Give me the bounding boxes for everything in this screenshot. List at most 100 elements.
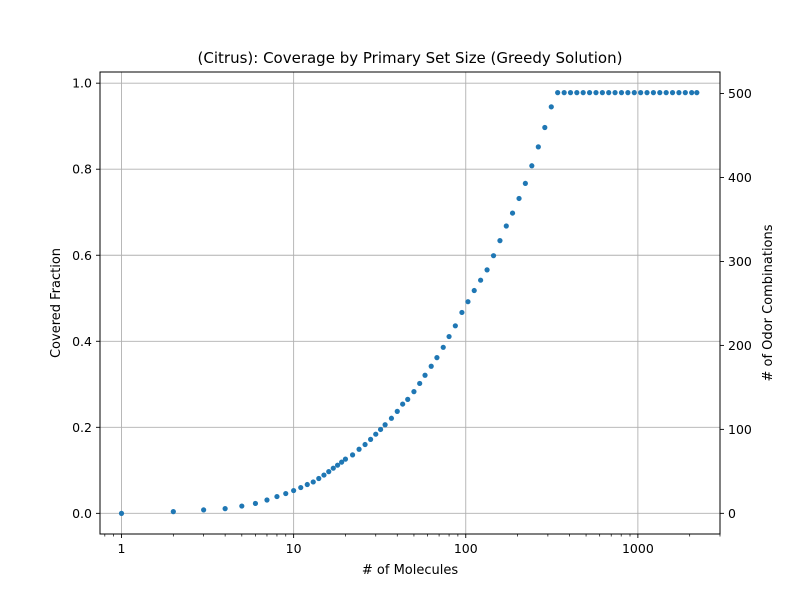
data-point xyxy=(222,506,228,512)
data-point xyxy=(490,253,497,259)
data-point xyxy=(342,456,349,462)
data-point xyxy=(362,441,368,448)
data-point xyxy=(631,90,637,96)
data-point xyxy=(478,277,484,283)
data-point xyxy=(252,500,259,507)
data-point xyxy=(561,90,567,96)
data-point xyxy=(529,163,535,169)
data-point xyxy=(339,459,345,465)
x-tick-label: 100 xyxy=(454,541,478,556)
data-point xyxy=(542,124,548,131)
data-point xyxy=(434,355,440,361)
data-point xyxy=(417,380,423,387)
data-point xyxy=(509,210,516,216)
data-point xyxy=(650,90,657,96)
data-point xyxy=(321,472,327,478)
x-axis-label: # of Molecules xyxy=(362,563,458,578)
y2-tick-label: 400 xyxy=(728,170,752,185)
data-point xyxy=(618,90,625,96)
data-point xyxy=(682,90,688,96)
y2-axis-label: # of Odor Combinations xyxy=(761,224,776,381)
data-point xyxy=(574,90,580,96)
data-point xyxy=(274,493,280,500)
data-point xyxy=(400,401,406,407)
data-point xyxy=(516,195,522,202)
y2-tick-label: 200 xyxy=(728,338,752,353)
data-point xyxy=(555,90,561,96)
data-point xyxy=(356,446,362,452)
data-point xyxy=(644,90,650,96)
data-point xyxy=(663,90,669,96)
y-tick-label: 0.2 xyxy=(72,420,92,435)
data-point xyxy=(411,389,417,395)
data-point xyxy=(497,238,503,244)
data-point xyxy=(548,104,554,110)
y2-tick-label: 0 xyxy=(728,506,736,521)
data-point xyxy=(535,144,541,150)
plot-frame xyxy=(99,71,721,535)
y2-tick-label: 500 xyxy=(728,86,752,101)
data-point xyxy=(676,90,682,96)
x-tick-label: 10 xyxy=(286,541,302,556)
data-point xyxy=(283,490,289,497)
data-point xyxy=(326,469,332,475)
y2-tick-label: 100 xyxy=(728,422,752,437)
data-point xyxy=(291,487,297,494)
data-point xyxy=(657,90,663,96)
data-point xyxy=(422,372,428,378)
data-point xyxy=(522,180,528,187)
data-point xyxy=(201,507,207,513)
y2-tick-label: 300 xyxy=(728,254,752,269)
data-point xyxy=(465,299,471,305)
data-point xyxy=(377,426,384,433)
data-point xyxy=(330,465,336,471)
y-tick-label: 0.4 xyxy=(72,334,92,349)
y-tick-label: 0.8 xyxy=(72,162,92,177)
data-point xyxy=(580,90,586,96)
data-point xyxy=(368,436,374,442)
data-point xyxy=(689,90,695,96)
data-point xyxy=(593,90,599,96)
y-axis-label: Covered Fraction xyxy=(49,248,64,358)
data-point xyxy=(459,309,465,316)
data-point xyxy=(382,422,388,428)
grid xyxy=(100,72,720,534)
data-point xyxy=(316,475,322,482)
data-point xyxy=(452,323,458,329)
data-point xyxy=(606,90,612,96)
y-tick-label: 0.6 xyxy=(72,248,92,263)
data-point xyxy=(405,396,411,402)
chart-title: (Citrus): Coverage by Primary Set Size (… xyxy=(198,49,623,67)
data-point xyxy=(394,408,400,414)
data-point xyxy=(638,90,644,96)
data-point xyxy=(669,90,676,96)
data-point xyxy=(471,287,477,294)
x-tick-label: 1 xyxy=(118,541,126,556)
data-point xyxy=(388,415,395,421)
data-point xyxy=(239,503,245,509)
data-point xyxy=(298,484,304,491)
data-point xyxy=(264,497,270,503)
y-tick-label: 0.0 xyxy=(72,506,92,521)
data-point xyxy=(118,510,125,516)
data-point xyxy=(586,90,593,96)
data-point xyxy=(612,90,618,96)
data-point xyxy=(170,509,176,515)
data-point xyxy=(446,333,452,340)
x-tick-label: 1000 xyxy=(622,541,654,556)
data-point xyxy=(567,90,574,96)
data-point xyxy=(334,462,341,468)
data-point xyxy=(304,481,310,488)
data-point xyxy=(503,223,509,229)
ticks: 1 10 100 1000 0.0 0.2 0.4 0.6 0.8 1.0 0 100 200 300 40… xyxy=(72,76,752,556)
data-point xyxy=(625,90,631,96)
data-point xyxy=(484,267,490,273)
data-point xyxy=(428,363,434,369)
y-tick-label: 1.0 xyxy=(72,76,92,91)
data-point xyxy=(440,344,446,350)
data-point xyxy=(694,90,700,96)
data-point xyxy=(599,90,605,96)
data-point xyxy=(310,479,316,485)
data-points xyxy=(118,90,700,516)
data-point xyxy=(373,431,379,437)
